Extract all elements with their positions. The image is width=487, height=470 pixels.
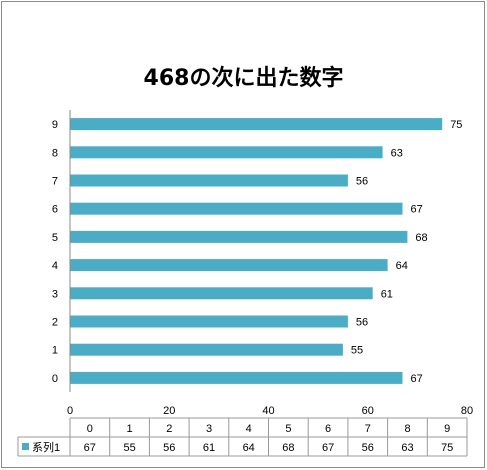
category-tick-3: 3: [52, 288, 58, 300]
category-ticks-group: 0 1 2 3 4 5 6 7 8 9: [52, 119, 58, 385]
bar-7: [70, 174, 348, 187]
category-tick-5: 5: [52, 232, 58, 244]
data-label-1: 55: [351, 345, 363, 357]
table-header-9: 9: [444, 423, 450, 435]
bars-group: [70, 118, 443, 384]
value-tick-60: 60: [362, 405, 374, 417]
bar-1: [70, 343, 343, 356]
data-label-6: 67: [411, 204, 423, 216]
category-tick-7: 7: [52, 176, 58, 188]
data-label-4: 64: [396, 260, 408, 272]
data-label-9: 75: [450, 119, 462, 131]
data-label-5: 68: [415, 232, 427, 244]
table-header-8: 8: [404, 423, 410, 435]
category-tick-9: 9: [52, 119, 58, 131]
value-tick-20: 20: [163, 405, 175, 417]
table-header-2: 2: [166, 423, 172, 435]
table-header-7: 7: [365, 423, 371, 435]
category-tick-1: 1: [52, 345, 58, 357]
category-tick-0: 0: [52, 373, 58, 385]
value-tick-0: 0: [67, 405, 73, 417]
bar-6: [70, 202, 403, 215]
bar-0: [70, 371, 403, 384]
category-tick-6: 6: [52, 204, 58, 216]
table-value-7: 56: [362, 442, 374, 454]
bar-3: [70, 287, 373, 300]
table-value-0: 67: [84, 442, 96, 454]
table-value-6: 67: [322, 442, 334, 454]
value-ticks-group: 0 20 40 60 80: [67, 405, 473, 417]
bar-9: [70, 118, 443, 131]
bar-4: [70, 259, 388, 272]
data-label-8: 63: [391, 147, 403, 159]
value-tick-40: 40: [262, 405, 274, 417]
table-value-3: 61: [203, 442, 215, 454]
bar-8: [70, 146, 383, 159]
table-header-1: 1: [127, 423, 133, 435]
table-value-8: 63: [401, 442, 413, 454]
category-tick-4: 4: [52, 260, 58, 272]
data-label-2: 56: [356, 317, 368, 329]
value-tick-80: 80: [461, 405, 473, 417]
bar-2: [70, 315, 348, 328]
table-value-4: 64: [243, 442, 255, 454]
legend-label-series1: 系列1: [32, 440, 60, 454]
bar-5: [70, 230, 408, 243]
data-label-0: 67: [411, 373, 423, 385]
category-tick-8: 8: [52, 147, 58, 159]
table-header-5: 5: [285, 423, 291, 435]
table-header-6: 6: [325, 423, 331, 435]
table-value-1: 55: [123, 442, 135, 454]
category-tick-2: 2: [52, 317, 58, 329]
table-value-2: 56: [163, 442, 175, 454]
legend-key-series1: [22, 443, 29, 450]
table-value-9: 75: [441, 442, 453, 454]
data-label-3: 61: [381, 288, 393, 300]
data-labels-group: 67 55 56 61 64 68 67 56 63 75: [351, 119, 463, 385]
table-header-4: 4: [246, 423, 252, 435]
data-label-7: 56: [356, 176, 368, 188]
table-header-0: 0: [87, 423, 93, 435]
chart-title: 468の次に出た数字: [143, 66, 344, 91]
table-header-3: 3: [206, 423, 212, 435]
table-value-5: 68: [282, 442, 294, 454]
